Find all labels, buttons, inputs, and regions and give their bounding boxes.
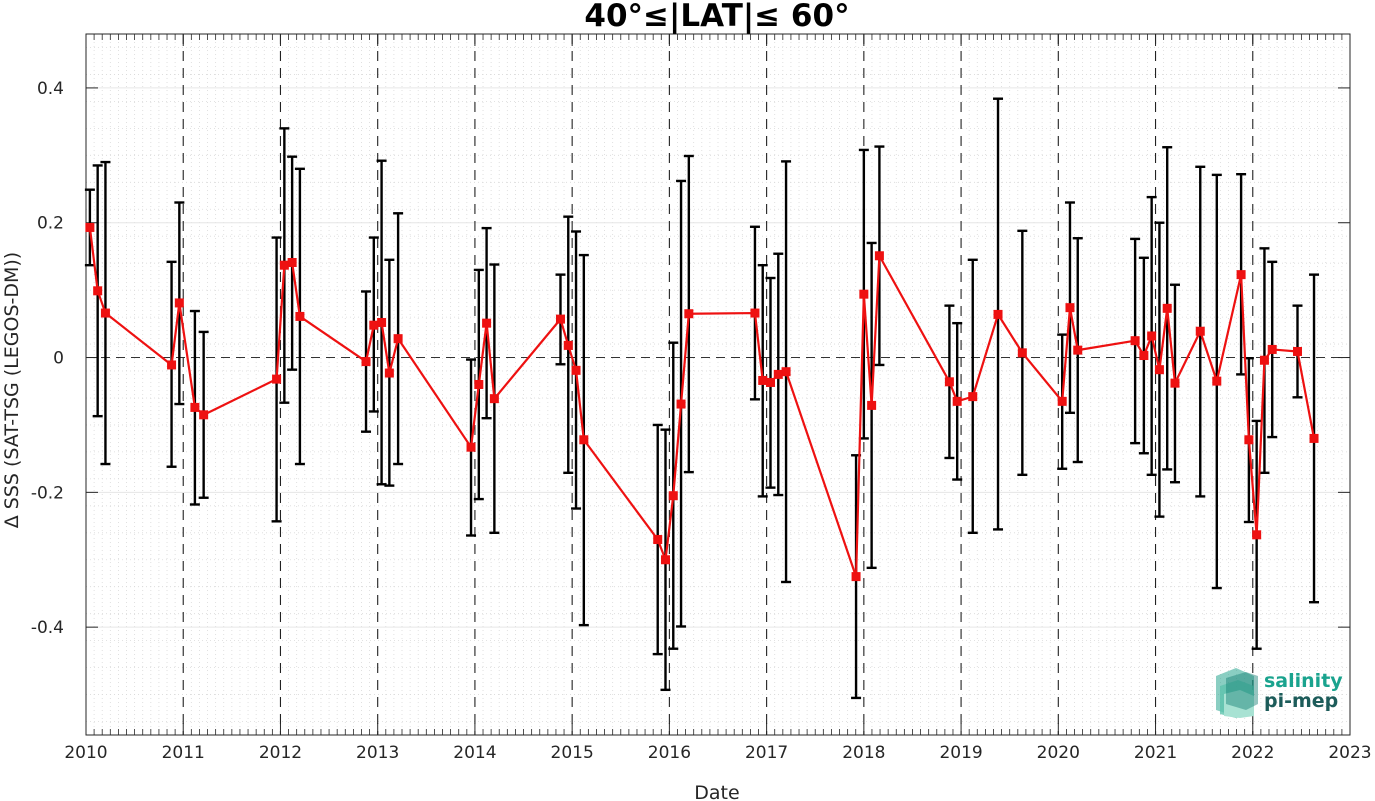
data-point — [676, 399, 686, 409]
data-point — [968, 392, 978, 402]
data-point — [781, 367, 791, 377]
chart-title: 40°≤|LAT|≤ 60° — [584, 0, 849, 34]
data-point — [758, 375, 768, 385]
data-point — [279, 260, 289, 270]
data-point — [295, 311, 305, 321]
data-point — [555, 314, 565, 324]
data-point — [1267, 344, 1277, 354]
data-point — [167, 360, 177, 370]
data-point — [1259, 355, 1269, 365]
x-tick-label: 2010 — [64, 743, 107, 763]
data-point — [361, 357, 371, 367]
minor-grid — [86, 34, 1350, 735]
data-point — [369, 320, 379, 330]
data-point — [393, 334, 403, 344]
data-point — [1154, 365, 1164, 375]
data-point — [174, 298, 184, 308]
data-point — [474, 380, 484, 389]
data-point — [668, 491, 678, 501]
data-point — [952, 396, 962, 406]
data-point — [1212, 376, 1222, 386]
data-point — [1195, 326, 1205, 336]
x-tick-label: 2011 — [162, 743, 205, 763]
data-point — [1017, 348, 1027, 358]
data-point — [482, 318, 492, 328]
logo-waves-icon — [1216, 668, 1258, 718]
data-point — [1057, 396, 1067, 406]
data-point — [272, 374, 282, 384]
data-point — [851, 572, 861, 582]
x-tick-label: 2013 — [356, 743, 399, 763]
x-tick-label: 2021 — [1134, 743, 1177, 763]
x-tick-label: 2016 — [648, 743, 691, 763]
data-point — [660, 555, 670, 565]
y-tick-label: 0 — [53, 349, 64, 369]
x-tick-labels: 2010 2011 2012 2013 2014 2015 2016 2017 2018 2019… — [64, 743, 1371, 763]
data-point — [377, 317, 387, 327]
data-point — [1073, 345, 1083, 355]
y-axis-title: Δ SSS (SAT-TSG (LEGOS-DM)) — [1, 252, 23, 528]
data-point — [993, 309, 1003, 319]
data-point — [1309, 433, 1319, 443]
data-point — [1162, 303, 1172, 313]
data-point — [563, 340, 573, 350]
data-point — [100, 308, 110, 318]
data-point — [190, 402, 200, 412]
x-tick-label: 2018 — [842, 743, 885, 763]
data-point — [1292, 346, 1302, 356]
data-point — [93, 286, 103, 296]
data-point — [384, 368, 394, 378]
data-point — [1244, 435, 1254, 445]
y-tick-label: -0.2 — [31, 483, 64, 503]
y-tick-label: 0.2 — [37, 214, 64, 234]
data-point — [773, 369, 783, 379]
data-point — [653, 535, 663, 545]
axis-ticks — [85, 34, 1351, 735]
logo-text-salinity: salinity — [1264, 670, 1343, 692]
x-tick-label: 2020 — [1037, 743, 1080, 763]
data-point — [1139, 351, 1149, 361]
data-point — [571, 365, 581, 375]
logo-text-pi-mep: pi-mep — [1264, 690, 1338, 712]
data-point — [1252, 530, 1262, 540]
x-tick-label: 2015 — [551, 743, 594, 763]
x-tick-label: 2019 — [939, 743, 982, 763]
x-tick-label: 2014 — [453, 743, 496, 763]
data-point — [489, 394, 499, 404]
x-axis-title: Date — [694, 782, 739, 801]
data-point — [1065, 303, 1075, 313]
salinity-pi-mep-logo: salinity pi-mep — [1216, 668, 1343, 718]
data-point — [766, 377, 776, 387]
data-point — [1236, 270, 1246, 280]
x-tick-label: 2017 — [745, 743, 788, 763]
data-point — [1147, 331, 1157, 341]
data-point — [199, 410, 209, 420]
data-point — [750, 308, 760, 318]
x-tick-label: 2012 — [259, 743, 302, 763]
data-point — [874, 251, 884, 261]
data-point — [466, 442, 476, 452]
x-tick-label: 2022 — [1231, 743, 1274, 763]
y-tick-labels: -0.4 -0.2 0 0.2 0.4 — [31, 79, 64, 638]
data-point — [1130, 336, 1140, 346]
y-tick-label: -0.4 — [31, 618, 64, 638]
data-point — [944, 377, 954, 387]
data-point — [1170, 378, 1180, 388]
data-point — [867, 400, 877, 410]
data-point — [287, 257, 297, 267]
major-grid — [86, 87, 1350, 628]
data-point — [85, 222, 95, 232]
year-separators — [182, 34, 1254, 735]
data-markers — [85, 222, 1319, 582]
y-tick-label: 0.4 — [37, 79, 64, 99]
data-point — [579, 435, 589, 445]
x-tick-label: 2023 — [1328, 743, 1371, 763]
data-point — [859, 289, 869, 299]
data-point — [684, 309, 694, 319]
